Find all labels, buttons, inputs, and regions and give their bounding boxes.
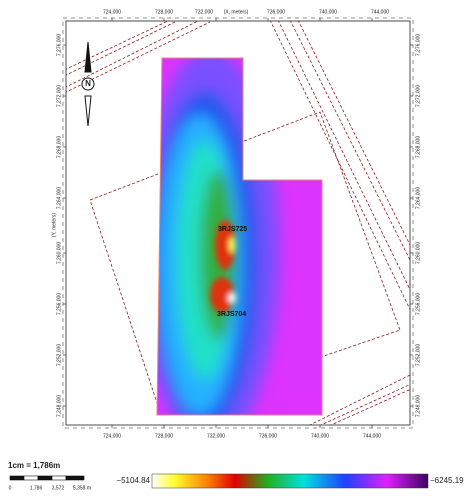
x-tick-label: 740,000 — [311, 433, 329, 439]
color-bar — [152, 474, 428, 488]
scale-label: 1,786 — [30, 485, 43, 491]
y-tick-label: 7,276,000 — [56, 34, 62, 56]
x-tick-label: 728,000 — [155, 9, 173, 15]
well-label: 3RJS704 — [217, 311, 246, 318]
well-label: 3RJS725 — [218, 226, 247, 233]
x-tick-label: 724,000 — [103, 433, 121, 439]
y-tick-label: 7,260,000 — [415, 242, 421, 264]
y-tick-label: 7,264,000 — [415, 187, 421, 209]
north-label: N — [85, 79, 91, 88]
y-tick-label: 7,272,000 — [56, 85, 62, 107]
scale-label: 5,358 m — [73, 485, 91, 491]
y-tick-label: 7,276,000 — [415, 34, 421, 56]
scale-bar — [10, 476, 84, 480]
y-tick-label: 7,272,000 — [415, 85, 421, 107]
x-tick-label: 732,000 — [195, 9, 213, 15]
map-figure: (X, meters) (Y, meters) N 3RJS725 3RJS70… — [0, 0, 464, 501]
x-axis-title: (X, meters) — [224, 9, 249, 15]
y-tick-label: 7,248,000 — [56, 395, 62, 417]
y-tick-label: 7,264,000 — [56, 187, 62, 209]
x-tick-label: 740,000 — [319, 9, 337, 15]
depth-raster — [140, 50, 330, 450]
color-bar-max: −6245.19 — [430, 476, 464, 485]
scale-label: 0 — [9, 485, 12, 491]
y-tick-label: 7,256,000 — [56, 293, 62, 315]
y-tick-label: 7,252,000 — [415, 344, 421, 366]
y-tick-label: 7,268,000 — [56, 136, 62, 158]
scale-label: 3,572 — [52, 485, 65, 491]
x-tick-label: 736,000 — [259, 433, 277, 439]
y-tick-label: 7,256,000 — [415, 293, 421, 315]
x-tick-label: 744,000 — [363, 433, 381, 439]
x-tick-label: 732,000 — [207, 433, 225, 439]
y-tick-label: 7,260,000 — [56, 242, 62, 264]
scale-title: 1cm = 1,786m — [8, 461, 60, 470]
x-tick-label: 744,000 — [371, 9, 389, 15]
x-tick-label: 724,000 — [103, 9, 121, 15]
x-tick-label: 736,000 — [267, 9, 285, 15]
y-axis-title: (Y, meters) — [51, 213, 57, 237]
x-tick-label: 728,000 — [155, 433, 173, 439]
y-tick-label: 7,268,000 — [415, 136, 421, 158]
y-tick-label: 7,248,000 — [415, 395, 421, 417]
color-bar-min: −5104.84 — [116, 476, 150, 485]
y-tick-label: 7,252,000 — [56, 344, 62, 366]
